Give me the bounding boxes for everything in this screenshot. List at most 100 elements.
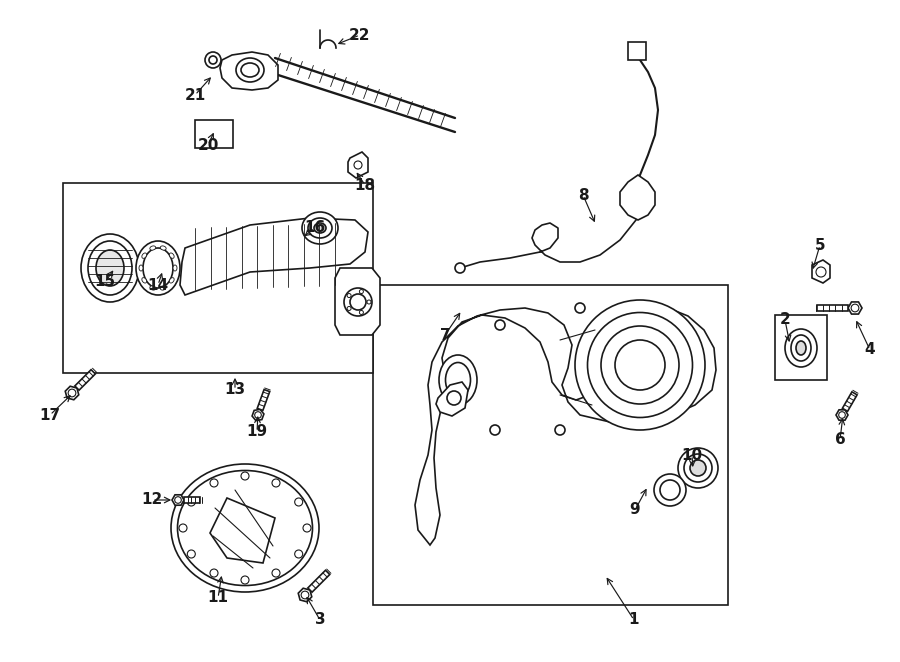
Ellipse shape (302, 212, 338, 244)
Text: 9: 9 (630, 502, 640, 518)
Ellipse shape (143, 248, 173, 288)
Polygon shape (812, 260, 830, 283)
Bar (63, 183, 373, 373)
Circle shape (359, 289, 364, 293)
Polygon shape (836, 410, 848, 420)
Ellipse shape (690, 460, 706, 476)
Text: 15: 15 (94, 275, 115, 289)
Polygon shape (180, 218, 368, 295)
Circle shape (187, 550, 195, 558)
Polygon shape (842, 392, 857, 411)
Text: 20: 20 (197, 138, 219, 152)
Ellipse shape (160, 246, 166, 250)
Circle shape (210, 479, 218, 487)
Ellipse shape (350, 294, 366, 310)
Polygon shape (298, 589, 311, 602)
Circle shape (575, 303, 585, 313)
Ellipse shape (678, 448, 718, 488)
Circle shape (367, 300, 371, 304)
Text: 21: 21 (184, 87, 205, 103)
Ellipse shape (588, 312, 692, 418)
Ellipse shape (160, 286, 166, 290)
Ellipse shape (446, 363, 471, 397)
Circle shape (205, 52, 221, 68)
Ellipse shape (88, 241, 132, 295)
Circle shape (347, 307, 351, 310)
Text: 14: 14 (148, 277, 168, 293)
Ellipse shape (791, 335, 811, 361)
Polygon shape (620, 175, 655, 220)
Polygon shape (210, 498, 275, 563)
Circle shape (347, 293, 351, 297)
Ellipse shape (785, 329, 817, 367)
Ellipse shape (177, 471, 312, 585)
Circle shape (272, 569, 280, 577)
Circle shape (839, 412, 845, 418)
Text: 2: 2 (779, 312, 790, 328)
Circle shape (455, 263, 465, 273)
Ellipse shape (308, 218, 332, 238)
Circle shape (68, 389, 76, 397)
Circle shape (272, 479, 280, 487)
Text: 7: 7 (440, 328, 450, 342)
Ellipse shape (149, 246, 156, 250)
Ellipse shape (796, 341, 806, 355)
Ellipse shape (654, 474, 686, 506)
Ellipse shape (615, 340, 665, 390)
Ellipse shape (139, 265, 143, 271)
Circle shape (241, 576, 249, 584)
Text: 1: 1 (629, 612, 639, 628)
Polygon shape (348, 152, 368, 178)
Ellipse shape (171, 464, 319, 592)
Circle shape (209, 56, 217, 64)
Circle shape (555, 425, 565, 435)
Circle shape (241, 472, 249, 480)
Text: 19: 19 (247, 424, 267, 440)
Text: 22: 22 (349, 28, 371, 42)
Bar (373, 285, 728, 605)
Ellipse shape (96, 250, 124, 286)
Polygon shape (172, 495, 184, 505)
Text: 8: 8 (578, 187, 589, 203)
Circle shape (816, 267, 826, 277)
Text: 10: 10 (681, 448, 703, 463)
Ellipse shape (142, 253, 147, 258)
Polygon shape (75, 369, 95, 390)
Ellipse shape (314, 223, 326, 233)
Text: 12: 12 (141, 493, 163, 508)
Circle shape (303, 524, 311, 532)
Bar (775, 315, 827, 380)
Ellipse shape (142, 277, 147, 283)
Ellipse shape (344, 288, 372, 316)
Polygon shape (252, 409, 264, 420)
Polygon shape (220, 52, 278, 90)
Text: 13: 13 (224, 383, 246, 397)
Text: 3: 3 (315, 612, 325, 628)
Ellipse shape (236, 58, 264, 82)
Bar (628, 42, 646, 60)
Polygon shape (415, 305, 716, 545)
Ellipse shape (447, 391, 461, 405)
Ellipse shape (575, 300, 705, 430)
Circle shape (495, 320, 505, 330)
Ellipse shape (684, 454, 712, 482)
Ellipse shape (169, 253, 174, 258)
Text: 6: 6 (834, 432, 845, 448)
Ellipse shape (173, 265, 177, 271)
Ellipse shape (169, 277, 174, 283)
Circle shape (294, 550, 302, 558)
Polygon shape (308, 570, 329, 592)
Text: 17: 17 (40, 408, 60, 422)
Polygon shape (848, 302, 862, 314)
Ellipse shape (81, 234, 139, 302)
Text: 16: 16 (304, 220, 326, 236)
Ellipse shape (149, 286, 156, 290)
Circle shape (302, 591, 309, 599)
Text: 11: 11 (208, 591, 229, 606)
Ellipse shape (136, 241, 180, 295)
Text: 5: 5 (814, 238, 825, 252)
Polygon shape (184, 497, 200, 503)
Ellipse shape (241, 63, 259, 77)
Circle shape (255, 412, 261, 418)
Bar (195, 120, 233, 148)
